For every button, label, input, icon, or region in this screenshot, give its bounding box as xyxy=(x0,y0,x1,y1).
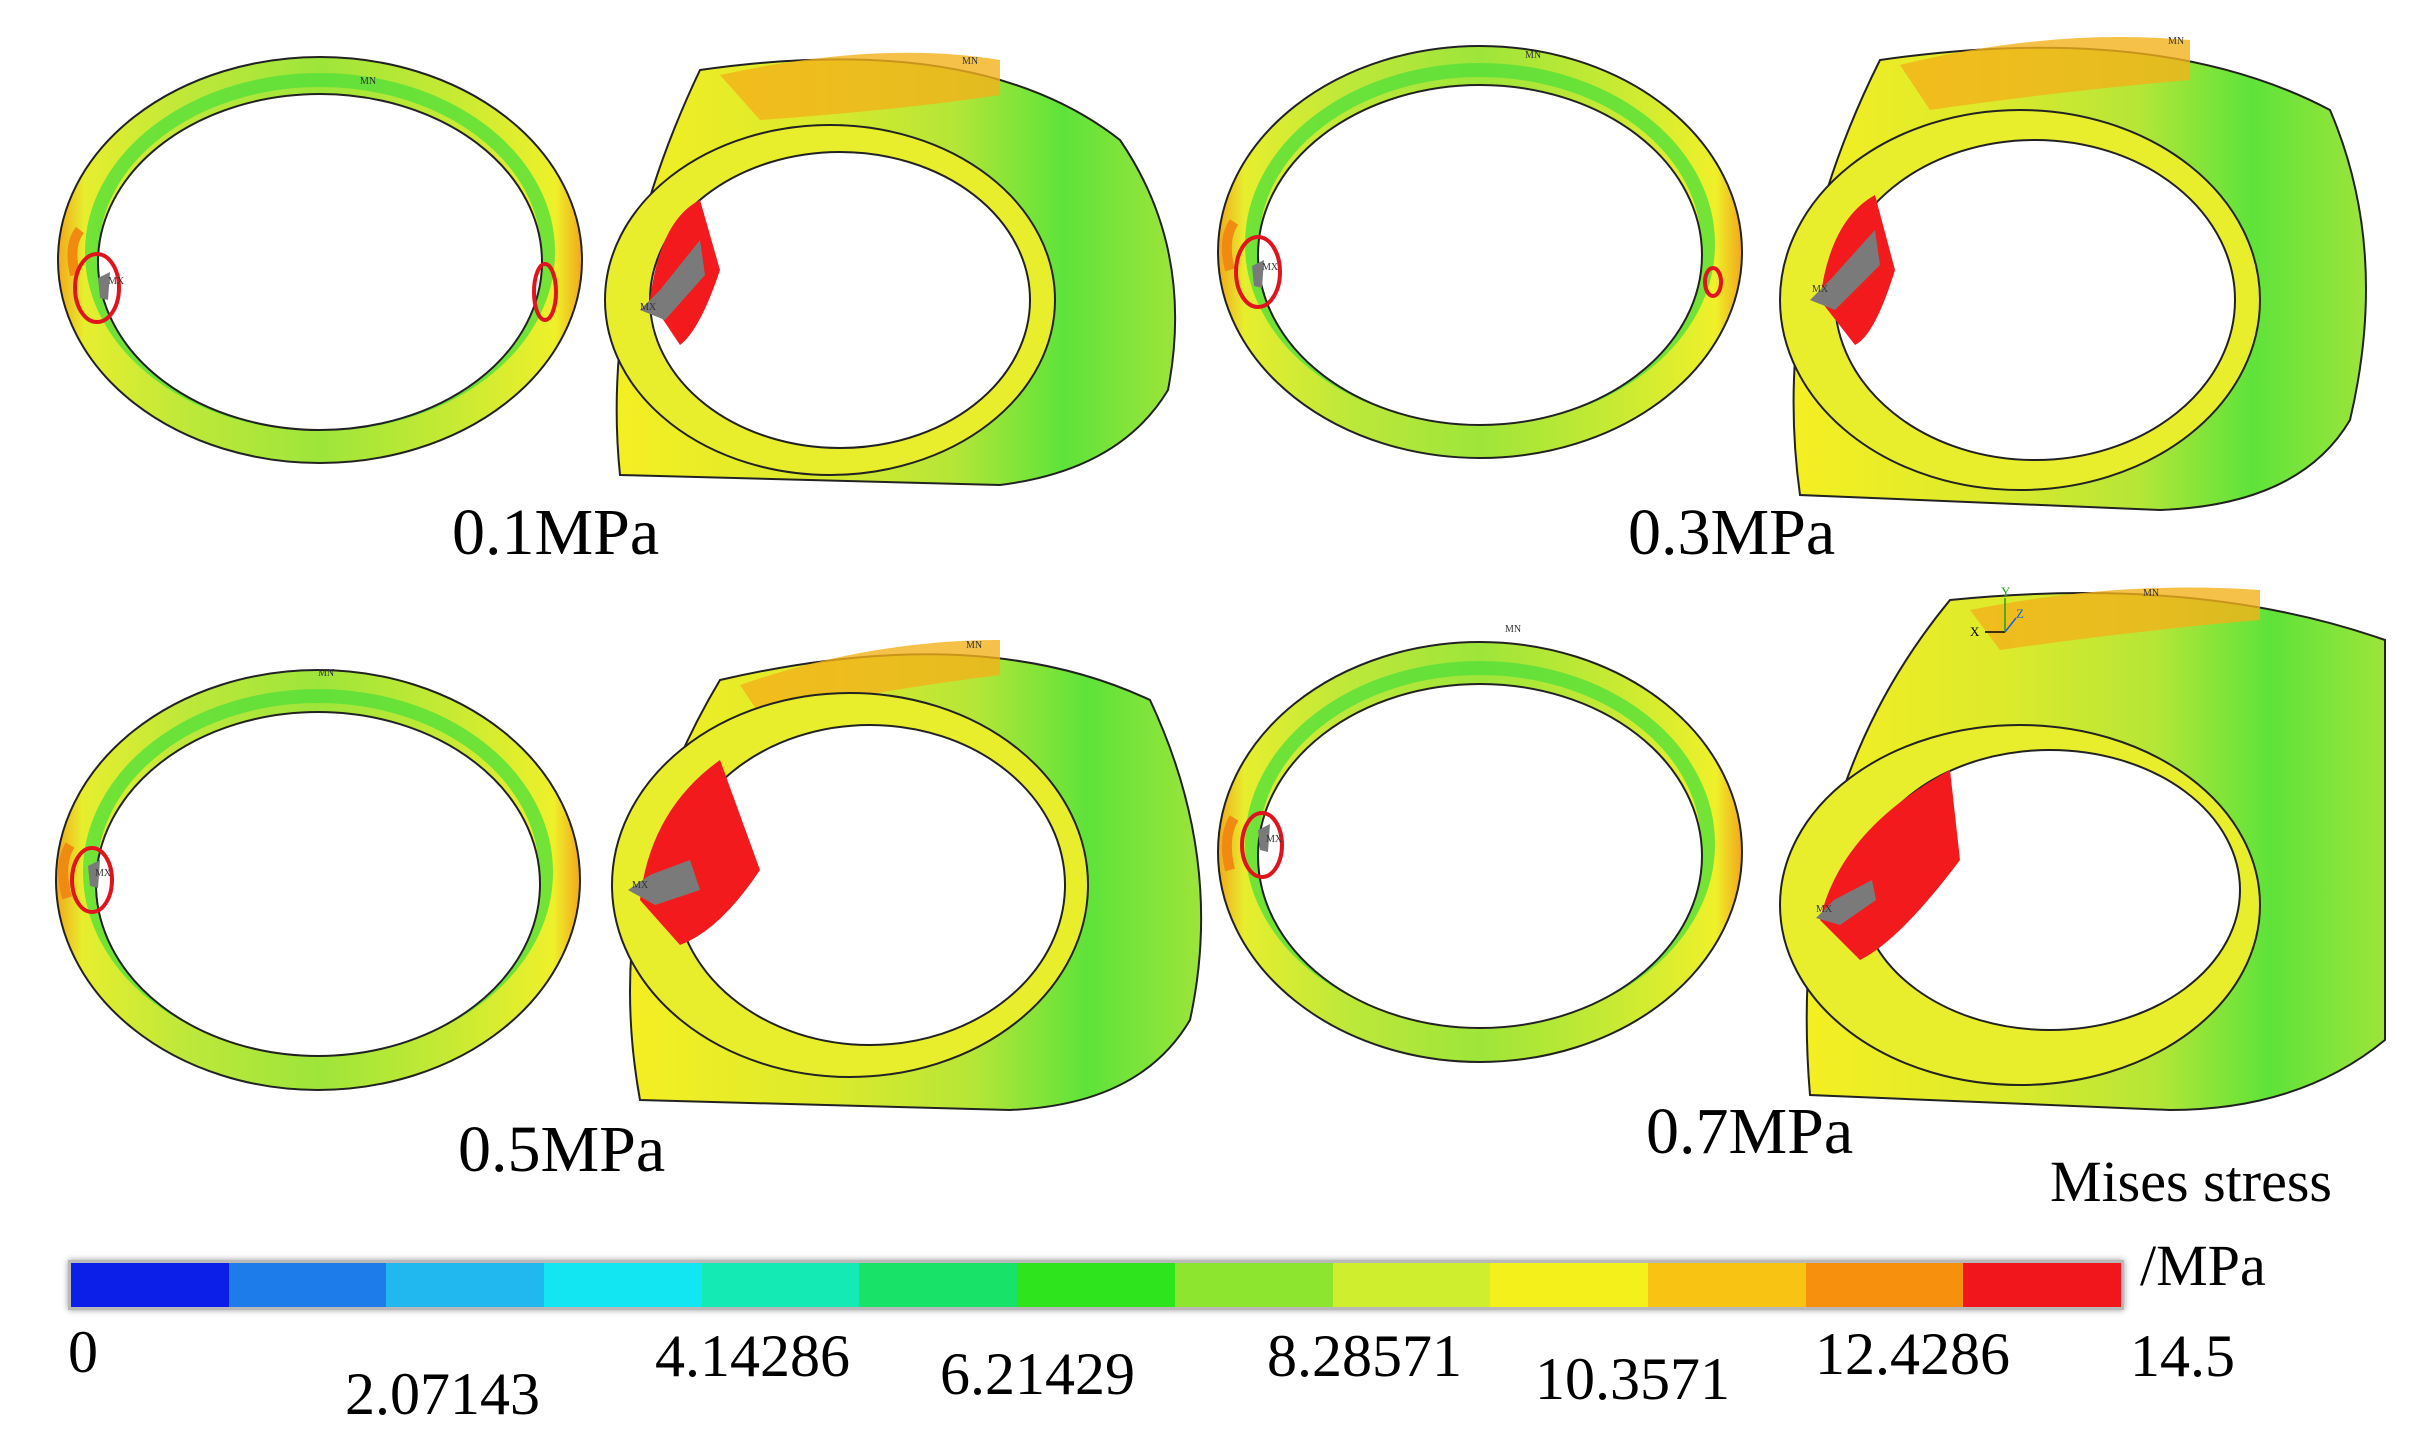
colorbar-tick: 14.5 xyxy=(2130,1323,2235,1389)
colorbar-segment xyxy=(544,1263,702,1307)
panel-0.7mpa: MX MN MX MN X Y Z xyxy=(1217,584,2386,1112)
max-stress-marker xyxy=(73,252,121,324)
colorbar-segment xyxy=(1490,1263,1648,1307)
mn-tag: MN xyxy=(962,56,978,67)
stress-colorbar xyxy=(68,1260,2124,1310)
mx-tag: MX xyxy=(1266,834,1283,845)
mn-tag: MN xyxy=(2143,588,2159,599)
ring-front-view: MX MN xyxy=(1217,624,1743,1063)
mx-tag: MX xyxy=(1262,262,1279,273)
colorbar-tick: 2.07143 xyxy=(345,1361,540,1427)
colorbar-segment xyxy=(859,1263,1018,1307)
colorbar-segment xyxy=(1017,1263,1175,1307)
cylinder-3d-view: MX MN xyxy=(604,52,1177,487)
colorbar-segment xyxy=(386,1263,545,1307)
triad-y-label: Y xyxy=(2001,584,2011,599)
legend-unit: /MPa xyxy=(2140,1233,2266,1298)
case-label: 0.1MPa xyxy=(452,496,660,569)
mx-tag: MX xyxy=(1816,904,1833,915)
cylinder-3d-view: MX MN xyxy=(611,640,1203,1112)
panel-0.5mpa: MX MN MX MN xyxy=(55,640,1203,1112)
ring-front-view: MX MN xyxy=(55,668,581,1091)
case-label: 0.3MPa xyxy=(1628,496,1836,569)
max-stress-marker xyxy=(1234,235,1282,309)
mn-tag: MN xyxy=(1525,50,1541,61)
colorbar-tick: 8.28571 xyxy=(1267,1323,1462,1389)
triad-x-label: X xyxy=(1970,624,1980,639)
mn-tag: MN xyxy=(966,640,982,651)
colorbar-tick: 4.14286 xyxy=(655,1323,850,1389)
panel-0.3mpa: MX MN MX MN xyxy=(1217,36,2367,512)
colorbar-segment xyxy=(1647,1263,1806,1307)
mx-tag: MX xyxy=(1812,284,1829,295)
ring-front-view: MX MN xyxy=(1217,45,1743,459)
max-stress-marker-right xyxy=(532,262,558,322)
max-stress-marker xyxy=(1240,811,1284,879)
colorbar-tick: 10.3571 xyxy=(1535,1346,1730,1412)
colorbar-segment xyxy=(1332,1263,1491,1307)
ring-front-view: MX MN xyxy=(57,56,583,464)
colorbar-tick: 6.21429 xyxy=(940,1341,1135,1407)
mn-tag: MN xyxy=(2168,36,2184,47)
colorbar-tick: 0 xyxy=(68,1319,98,1385)
colorbar-segment xyxy=(71,1263,229,1307)
colorbar-tick: 12.4286 xyxy=(1815,1321,2010,1387)
max-stress-marker-right xyxy=(1703,266,1723,298)
triad-z-label: Z xyxy=(2016,606,2024,621)
colorbar-segment xyxy=(1805,1263,1964,1307)
mx-tag: MX xyxy=(95,868,112,879)
max-stress-marker xyxy=(70,846,114,914)
colorbar-segment xyxy=(701,1263,860,1307)
mn-tag: MN xyxy=(1505,624,1521,635)
mn-tag: MN xyxy=(318,668,334,679)
axis-triad-icon: X Y Z xyxy=(1970,584,2024,639)
mx-tag: MX xyxy=(108,276,125,287)
cylinder-3d-view: MX MN xyxy=(1779,36,2367,512)
case-label: 0.7MPa xyxy=(1646,1095,1854,1168)
colorbar-segment xyxy=(1174,1263,1333,1307)
cylinder-3d-view: MX MN xyxy=(1779,587,2386,1112)
mn-tag: MN xyxy=(360,76,376,87)
mx-tag: MX xyxy=(640,302,657,313)
mx-tag: MX xyxy=(632,880,649,891)
colorbar-segment xyxy=(228,1263,387,1307)
case-label: 0.5MPa xyxy=(458,1113,666,1186)
panel-0.1mpa: MX MN MX MN xyxy=(57,52,1177,487)
colorbar-segment xyxy=(1963,1263,2121,1307)
legend-title: Mises stress xyxy=(2050,1149,2332,1214)
